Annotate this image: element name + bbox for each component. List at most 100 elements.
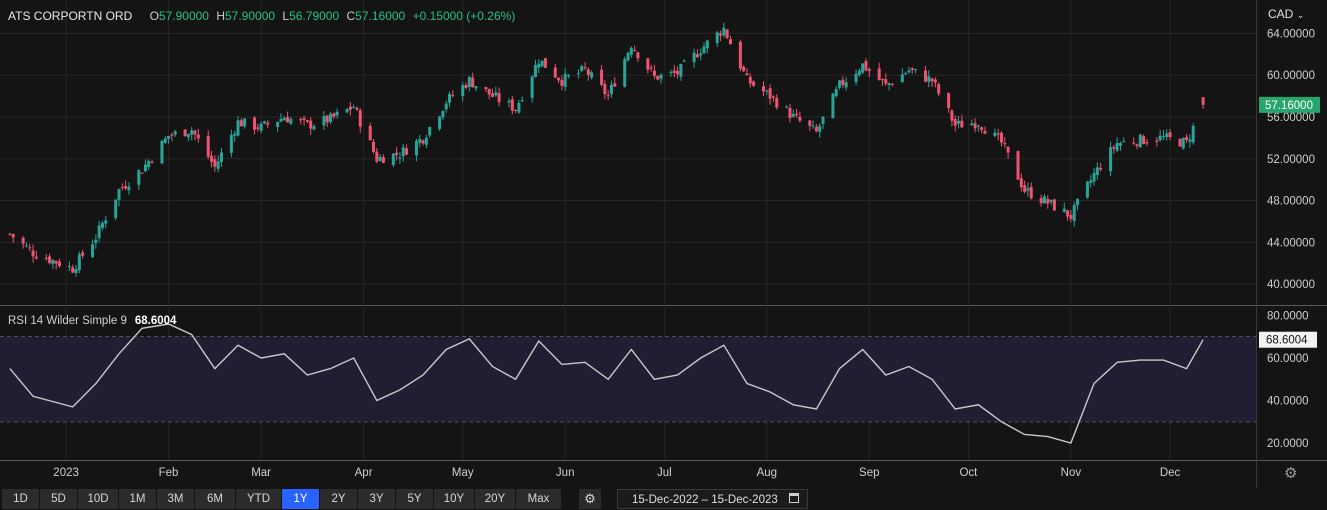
candle-body: [1066, 210, 1070, 217]
range-button-max[interactable]: Max: [516, 489, 561, 509]
candle-body: [1085, 181, 1089, 198]
range-button-1y[interactable]: 1Y: [282, 489, 319, 509]
candle-body: [345, 108, 349, 113]
rsi-value: 68.6004: [134, 315, 177, 327]
candle-body: [530, 76, 534, 98]
range-button-2y[interactable]: 2Y: [320, 489, 357, 509]
candle-body: [11, 234, 15, 238]
candle-body: [1118, 142, 1122, 146]
candle-body: [728, 39, 732, 45]
candle-body: [877, 68, 881, 80]
candle-body: [699, 53, 703, 56]
candle-body: [497, 93, 501, 102]
candle-body: [484, 87, 488, 90]
candle-body: [999, 132, 1003, 143]
range-button-10d[interactable]: 10D: [78, 489, 118, 509]
candle-body: [864, 60, 868, 71]
candle-body: [448, 93, 452, 103]
currency-dropdown[interactable]: CAD ⌄: [1268, 7, 1304, 21]
candle-body: [1006, 146, 1010, 153]
range-button-5y[interactable]: 5Y: [396, 489, 433, 509]
range-button-6m[interactable]: 6M: [195, 489, 235, 509]
candle-body: [808, 120, 812, 126]
range-button-5d[interactable]: 5D: [40, 489, 77, 509]
candle-body: [421, 140, 425, 144]
candle-body: [1089, 180, 1093, 183]
rsi-tick-label: 40.0000: [1267, 396, 1309, 408]
candle-body: [286, 116, 290, 123]
candle-body: [976, 125, 980, 127]
candle-body: [1016, 151, 1020, 180]
candle-body: [606, 95, 610, 97]
candle-body: [775, 97, 779, 108]
candle-body: [1168, 132, 1172, 138]
candle-body: [583, 67, 587, 69]
gear-icon[interactable]: ⚙: [1284, 465, 1298, 482]
candle-body: [1029, 187, 1033, 199]
candle-body: [325, 115, 329, 123]
candle-body: [1158, 135, 1162, 141]
candle-body: [947, 93, 951, 109]
candle-body: [378, 157, 382, 161]
date-range-picker[interactable]: 15-Dec-2022 – 15-Dec-2023: [617, 489, 808, 509]
last-rsi-tag: [1259, 331, 1317, 348]
candle-body: [742, 66, 746, 72]
rsi-label: RSI 14 Wilder Simple 9: [8, 315, 127, 327]
candle-body: [474, 86, 478, 89]
candle-body: [381, 157, 385, 164]
candle-body: [576, 72, 580, 74]
candle-body: [586, 69, 590, 75]
candle-body: [186, 134, 190, 138]
open-label: O: [149, 9, 159, 23]
candle-body: [567, 75, 571, 77]
candle-body: [702, 46, 706, 54]
candle-body: [170, 134, 174, 136]
candle-body: [831, 93, 835, 119]
range-button-1m[interactable]: 1M: [119, 489, 156, 509]
candle-body: [44, 258, 48, 260]
candle-body: [1092, 172, 1096, 182]
close-value: 57.16000: [355, 9, 406, 23]
candle-body: [391, 153, 395, 166]
candle-body: [48, 256, 52, 264]
candle-body: [609, 84, 613, 95]
candle-body: [31, 250, 35, 257]
candle-body: [1191, 125, 1195, 143]
range-button-3y[interactable]: 3Y: [358, 489, 395, 509]
range-button-10y[interactable]: 10Y: [434, 489, 474, 509]
candle-body: [540, 60, 544, 67]
candle-body: [464, 85, 468, 88]
candle-body: [348, 106, 352, 110]
candle-body: [887, 83, 891, 86]
range-button-20y[interactable]: 20Y: [475, 489, 515, 509]
candle-body: [993, 132, 997, 137]
candle-body: [656, 75, 660, 80]
candle-body: [695, 54, 699, 58]
candle-body: [861, 63, 865, 73]
candle-body: [867, 69, 871, 72]
range-button-3m[interactable]: 3M: [157, 489, 194, 509]
candle-body: [752, 81, 756, 86]
range-button-1d[interactable]: 1D: [2, 489, 39, 509]
candle-body: [1142, 136, 1146, 145]
chart-canvas[interactable]: 2023 Feb Mar Apr May Jun Jul Aug Sep Oct Nov Dec 40.…: [0, 0, 1327, 488]
candle-body: [104, 220, 108, 224]
candle-body: [97, 225, 101, 238]
candle-body: [424, 137, 428, 145]
candle-body: [150, 161, 154, 163]
candle-body: [933, 79, 937, 83]
candle-body: [1165, 133, 1169, 138]
candle-body: [160, 140, 164, 164]
candle-body: [206, 135, 210, 157]
candle-body: [1039, 197, 1043, 204]
candle-body: [94, 239, 98, 243]
candle-body: [629, 47, 633, 55]
candle-body: [414, 140, 418, 156]
candle-body: [77, 254, 81, 271]
range-button-ytd[interactable]: YTD: [236, 489, 281, 509]
candle-body: [841, 79, 845, 86]
settings-icon[interactable]: ⚙: [579, 489, 601, 509]
candle-body: [692, 52, 696, 62]
candle-body: [520, 100, 524, 102]
candle-body: [768, 88, 772, 99]
